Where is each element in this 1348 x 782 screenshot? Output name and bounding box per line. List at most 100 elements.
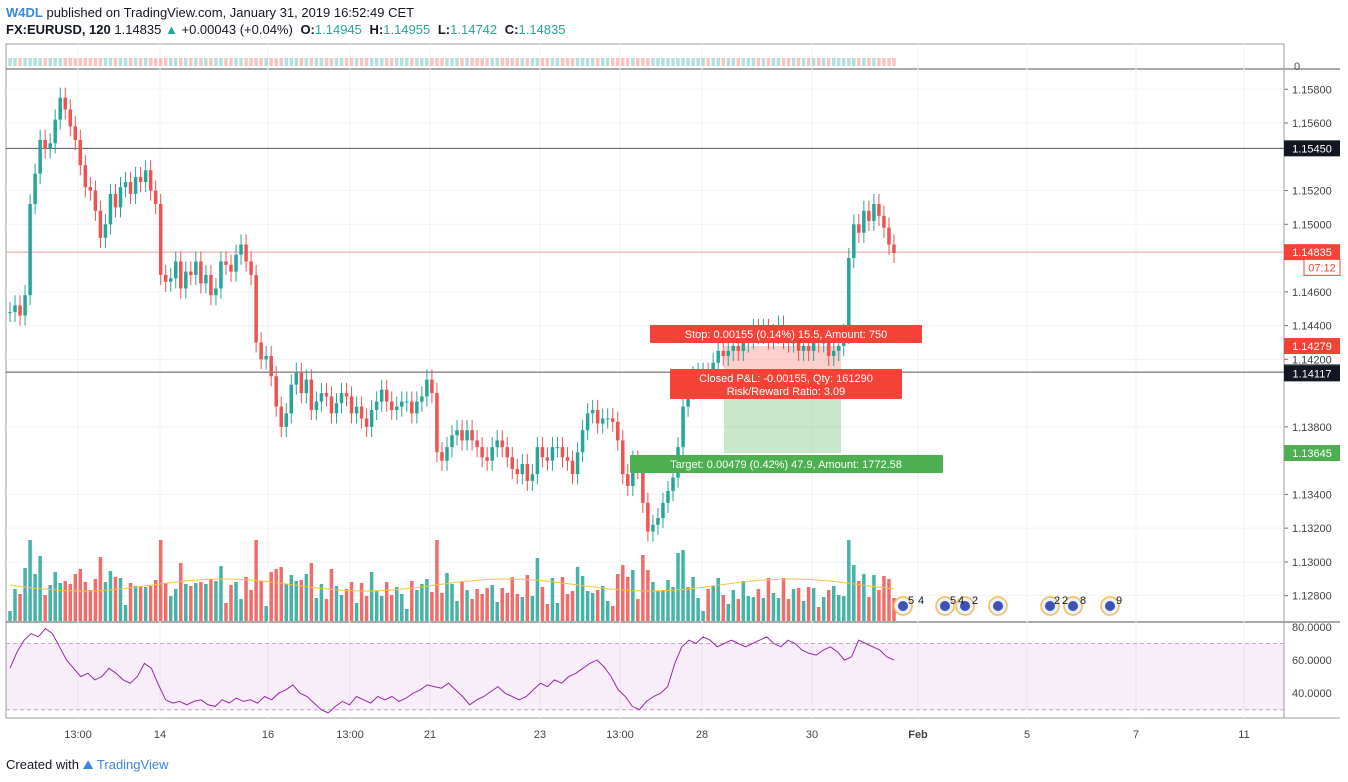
candle-body[interactable]	[28, 204, 32, 296]
candle-body[interactable]	[600, 418, 605, 424]
candle-body[interactable]	[510, 457, 515, 470]
candle-body[interactable]	[651, 524, 655, 532]
candle-body[interactable]	[279, 406, 283, 427]
candle-body[interactable]	[18, 305, 22, 316]
candle-body[interactable]	[465, 430, 469, 441]
candle-body[interactable]	[671, 477, 675, 492]
candle-body[interactable]	[882, 215, 886, 228]
candle-body[interactable]	[872, 204, 876, 221]
candle-body[interactable]	[525, 464, 530, 481]
candle-body[interactable]	[666, 491, 670, 503]
candle-body[interactable]	[334, 403, 339, 414]
candle-body[interactable]	[806, 345, 811, 351]
candle-body[interactable]	[877, 204, 881, 216]
candle-body[interactable]	[133, 177, 138, 194]
candle-body[interactable]	[721, 350, 725, 356]
candle-body[interactable]	[103, 224, 108, 238]
candle-body[interactable]	[294, 372, 299, 385]
candle-body[interactable]	[535, 447, 540, 475]
candle-body[interactable]	[726, 350, 730, 356]
candle-body[interactable]	[374, 401, 379, 410]
candle-body[interactable]	[33, 173, 37, 205]
candle-body[interactable]	[395, 406, 399, 410]
candle-body[interactable]	[410, 401, 414, 414]
candle-body[interactable]	[661, 502, 665, 519]
candle-body[interactable]	[610, 418, 615, 422]
tradingview-logo-icon[interactable]: ⛰	[82, 757, 94, 772]
candle-body[interactable]	[565, 457, 570, 461]
candle-body[interactable]	[229, 264, 233, 272]
candle-body[interactable]	[38, 139, 42, 174]
candle-body[interactable]	[123, 182, 128, 188]
candle-body[interactable]	[741, 342, 746, 351]
candle-body[interactable]	[796, 342, 801, 351]
candle-body[interactable]	[621, 440, 625, 475]
candle-body[interactable]	[450, 435, 454, 448]
candle-body[interactable]	[826, 342, 831, 356]
candle-body[interactable]	[78, 139, 83, 166]
candle-body[interactable]	[475, 440, 479, 448]
candle-body[interactable]	[209, 274, 213, 296]
candle-body[interactable]	[379, 389, 384, 402]
candle-body[interactable]	[73, 126, 78, 140]
candle-body[interactable]	[309, 379, 314, 410]
stop-label-box[interactable]	[650, 325, 922, 344]
candle-body[interactable]	[83, 165, 88, 188]
candle-body[interactable]	[284, 413, 288, 427]
candle-body[interactable]	[249, 261, 253, 275]
candle-body[interactable]	[194, 261, 198, 275]
candle-body[interactable]	[199, 261, 203, 284]
candle-body[interactable]	[555, 447, 560, 449]
position-labels[interactable]: Stop: 0.00155 (0.14%) 15.5, Amount: 750 C…	[630, 325, 1122, 616]
candle-body[interactable]	[143, 170, 148, 183]
candle-body[interactable]	[445, 447, 449, 461]
candle-body[interactable]	[8, 312, 12, 314]
candle-body[interactable]	[470, 430, 474, 441]
candle-body[interactable]	[339, 393, 344, 404]
candle-body[interactable]	[480, 447, 484, 458]
candle-body[interactable]	[113, 193, 118, 208]
candle-body[interactable]	[264, 355, 268, 360]
candle-body[interactable]	[98, 210, 103, 238]
candle-body[interactable]	[425, 379, 429, 397]
candle-body[interactable]	[837, 345, 841, 351]
candle-body[interactable]	[892, 244, 896, 253]
candle-body[interactable]	[224, 261, 228, 265]
candle-body[interactable]	[314, 401, 319, 410]
candle-body[interactable]	[626, 474, 630, 486]
candle-body[interactable]	[585, 413, 590, 431]
candle-body[interactable]	[93, 190, 98, 211]
candle-body[interactable]	[505, 447, 509, 458]
rsi-line[interactable]	[9, 627, 895, 714]
candle-body[interactable]	[58, 97, 62, 120]
candle-body[interactable]	[515, 469, 520, 475]
candle-body[interactable]	[575, 452, 580, 475]
candle-body[interactable]	[179, 261, 183, 289]
candle-body[interactable]	[852, 224, 856, 259]
candle-body[interactable]	[430, 379, 434, 394]
candle-body[interactable]	[204, 274, 208, 284]
candle-body[interactable]	[299, 372, 304, 394]
candle-body[interactable]	[168, 278, 173, 282]
candle-body[interactable]	[344, 393, 349, 397]
candle-body[interactable]	[389, 401, 394, 410]
candle-body[interactable]	[540, 447, 545, 458]
candle-body[interactable]	[440, 452, 444, 461]
candle-body[interactable]	[23, 295, 27, 316]
candle-body[interactable]	[384, 389, 389, 402]
candle-body[interactable]	[369, 409, 374, 427]
candle-body[interactable]	[415, 401, 419, 414]
candle-body[interactable]	[108, 193, 113, 225]
candle-body[interactable]	[420, 396, 424, 402]
candle-body[interactable]	[646, 502, 650, 532]
candle-body[interactable]	[887, 227, 891, 245]
candle-body[interactable]	[716, 350, 720, 363]
candle-body[interactable]	[857, 224, 861, 233]
candle-body[interactable]	[68, 109, 73, 127]
candle-body[interactable]	[349, 396, 354, 414]
candle-body[interactable]	[43, 139, 47, 149]
pnl-label-box[interactable]	[670, 369, 902, 399]
candle-body[interactable]	[731, 345, 736, 351]
candle-body[interactable]	[862, 210, 866, 233]
